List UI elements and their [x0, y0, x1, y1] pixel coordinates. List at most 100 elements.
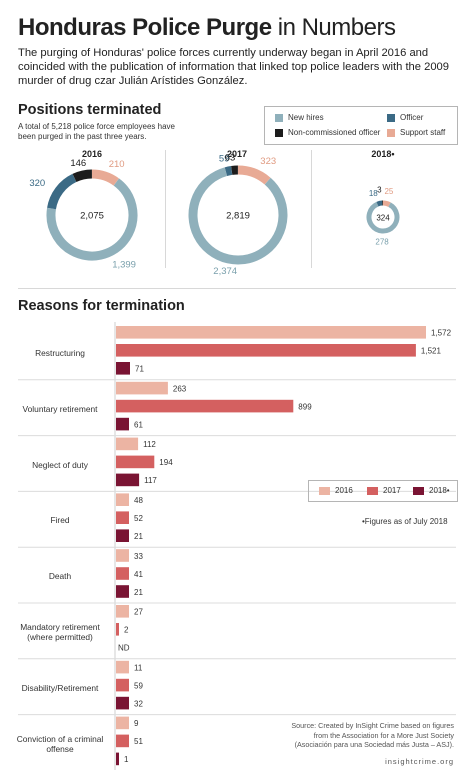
category-label-conviction-of-a-criminal-offense: Conviction of a criminal offense [16, 733, 104, 754]
positions-legend: New hires Officer Non-commissioned offic… [264, 106, 458, 145]
bar-value-label: 117 [144, 476, 157, 485]
divider [311, 150, 312, 268]
bar-value-label: 32 [134, 699, 143, 708]
slice-support-staff [382, 200, 391, 207]
slice-new-hires [366, 201, 400, 234]
bar-value-label: 263 [173, 384, 187, 393]
bar-restructuring-2018 [116, 362, 130, 375]
bar-value-label: 27 [134, 608, 143, 617]
slice-label-support-staff: 210 [109, 159, 125, 170]
slice-label-non-commissioned-officer: 63 [225, 153, 236, 164]
legend-item-new-hires: New hires [275, 113, 324, 122]
donut-total-label: 2,075 [80, 211, 104, 222]
page-title-bold: Honduras Police Purge [18, 14, 272, 41]
bar-value-label: 899 [298, 402, 312, 411]
slice-label-non-commissioned-officer: 146 [70, 158, 86, 169]
bar-value-label: 9 [134, 719, 139, 728]
bar-voluntary-retirement-2017 [116, 399, 294, 413]
category-label-restructuring: Restructuring [35, 348, 85, 358]
bar-value-label: 71 [135, 365, 144, 374]
bar-value-label: 33 [134, 552, 143, 561]
slice-label-officer: 320 [29, 178, 45, 189]
bar-value-label: 112 [143, 440, 156, 449]
bar-conviction-of-a-criminal-offense-2016 [116, 716, 129, 730]
bar-value-label: 59 [134, 681, 143, 690]
category-label-mandatory-retirement-where-permitted: Mandatory retirement (where permitted) [20, 622, 100, 642]
bar-fired-2017 [116, 511, 129, 524]
bar-value-label: 61 [134, 420, 143, 429]
slice-officer [47, 173, 77, 210]
slice-label-new-hires: 278 [375, 238, 389, 247]
slice-label-new-hires: 2,374 [213, 266, 237, 277]
bar-conviction-of-a-criminal-offense-2017 [116, 734, 129, 748]
bar-voluntary-retirement-2016 [116, 381, 168, 395]
slice-new-hires [188, 167, 288, 265]
slice-non-commissioned-officer [72, 169, 93, 183]
bar-mandatory-retirement-where-permitted-2017 [116, 623, 119, 636]
slice-label-officer: 59 [219, 154, 230, 165]
bar-restructuring-2017 [116, 344, 416, 357]
donut-2018: 25 278 18 3 324 [366, 186, 400, 247]
bar-value-label: 11 [134, 663, 143, 672]
legend-item-support-staff: Support staff [387, 128, 445, 137]
slice-label-new-hires: 1,399 [112, 260, 136, 271]
legend-label: 2018• [429, 486, 450, 495]
legend-swatch [413, 486, 424, 495]
slice-support-staff [237, 165, 271, 185]
bar-death-2018 [116, 585, 129, 598]
legend-swatch [319, 486, 330, 495]
bar-missing-label: ND [118, 644, 130, 653]
bar-value-label: 1,572 [431, 329, 452, 338]
legend-item-2018: 2018• [413, 486, 450, 495]
figures-note: •Figures as of July 2018 [362, 517, 448, 526]
slice-officer [224, 166, 233, 177]
slice-label-support-staff: 25 [384, 187, 393, 196]
slice-new-hires [46, 178, 138, 261]
legend-swatch [387, 113, 395, 122]
legend-item-2016: 2016 [319, 486, 353, 495]
legend-swatch [275, 128, 283, 137]
positions-subtitle: A total of 5,218 police force employees … [18, 122, 175, 141]
section-divider [18, 288, 456, 289]
slice-label-non-commissioned-officer: 3 [377, 186, 382, 195]
bar-fired-2016 [116, 493, 129, 506]
bar-value-label: 1,521 [421, 347, 442, 356]
donut-total-label: 2,819 [226, 211, 250, 222]
legend-label: 2016 [335, 486, 353, 495]
category-label-voluntary-retirement: Voluntary retirement [22, 403, 98, 414]
bar-fired-2018 [116, 529, 129, 542]
donut-2016-title: 2016 [81, 149, 103, 159]
category-label-fired: Fired [50, 515, 70, 526]
bar-value-label: 21 [134, 588, 143, 597]
slice-label-officer: 18 [369, 189, 378, 198]
legend-label: Officer [400, 113, 424, 122]
bar-disability-retirement-2017 [116, 678, 129, 692]
termination-bar-chart: 1,5721,521712638996111219411748522133412… [18, 322, 456, 770]
page-title-rest: in Numbers [271, 14, 396, 41]
slice-support-staff [91, 169, 119, 186]
termination-legend: 2016 2017 2018• [308, 480, 458, 502]
bar-restructuring-2016 [116, 326, 426, 339]
legend-swatch [387, 128, 395, 137]
legend-label: 2017 [383, 486, 401, 495]
intro-text: The purging of Honduras' police forces c… [18, 47, 449, 87]
termination-heading: Reasons for termination [18, 298, 185, 314]
bar-value-label: 194 [159, 458, 173, 467]
legend-item-nco: Non-commissioned officer [275, 128, 380, 137]
bar-conviction-of-a-criminal-offense-2018 [116, 752, 119, 766]
bar-value-label: 2 [124, 626, 129, 635]
bar-value-label: 52 [134, 514, 143, 523]
brand-url: insightcrime.org [385, 757, 454, 766]
bar-value-label: 21 [134, 532, 143, 541]
category-label-death: Death [48, 571, 72, 582]
bar-voluntary-retirement-2018 [116, 417, 129, 431]
bar-neglect-of-duty-2016 [116, 437, 139, 451]
bar-disability-retirement-2016 [116, 660, 129, 674]
slice-label-support-staff: 323 [260, 156, 276, 167]
bar-mandatory-retirement-where-permitted-2016 [116, 605, 129, 618]
legend-label: Support staff [400, 128, 446, 137]
legend-item-officer: Officer [387, 113, 423, 122]
legend-swatch [367, 486, 378, 495]
